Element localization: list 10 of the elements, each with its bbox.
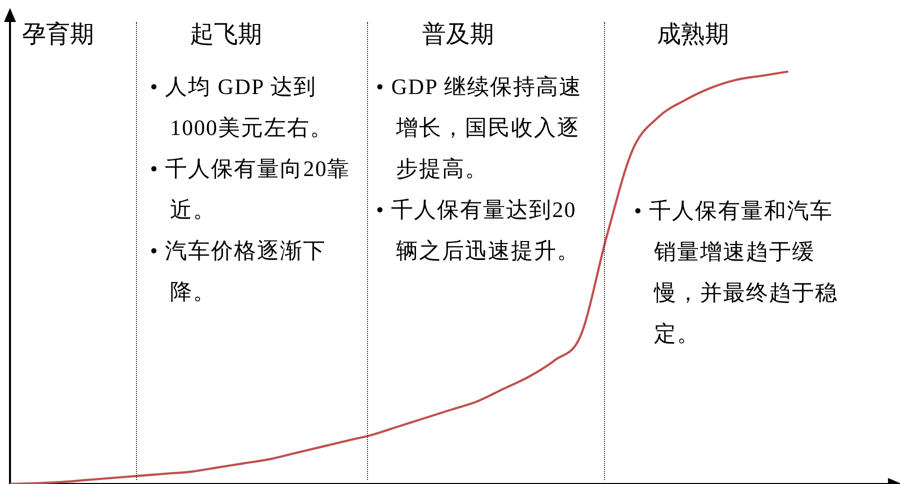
text: 成熟期 xyxy=(657,21,729,50)
text: 普及期 xyxy=(422,20,494,50)
annotation: • 千人保有量向20靠近。 xyxy=(150,155,352,224)
text: 孕育期 xyxy=(22,20,94,50)
annotation: • 千人保有量达到20辆之后迅速提升。 xyxy=(376,196,581,265)
annotation: • GDP 继续保持高速增长，国民收入逐步提高。 xyxy=(376,73,583,183)
annotation: • 人均 GDP 达到1000美元左右。 xyxy=(150,73,334,142)
text: 起飞期 xyxy=(190,21,262,50)
annotation: • 千人保有量和汽车销量增速趋于缓慢，并最终趋于稳定。 xyxy=(634,197,839,348)
annotation: • 汽车价格逐渐下降。 xyxy=(150,237,328,306)
